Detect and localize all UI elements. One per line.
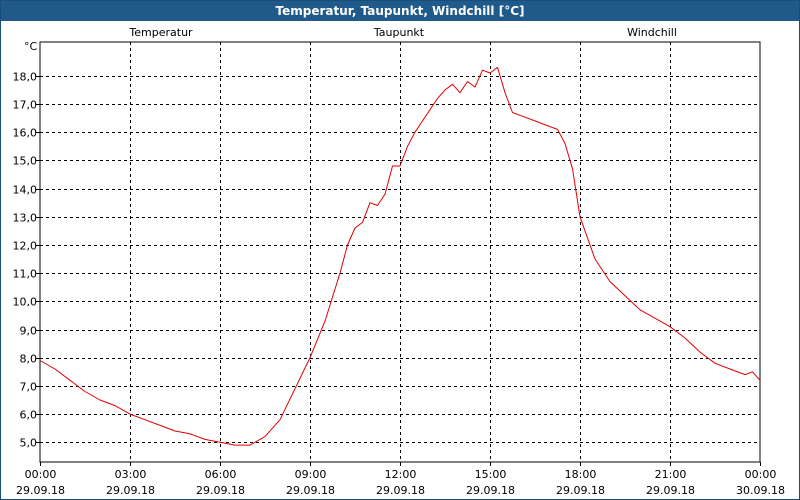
legend-temperatur: Temperatur <box>128 26 193 39</box>
x-tick-time: 00:00 <box>745 468 777 481</box>
x-tick-time: 00:00 <box>25 468 57 481</box>
y-tick-label: 14,0 <box>13 184 38 197</box>
y-tick-label: 17,0 <box>13 99 38 112</box>
y-tick-label: 8,0 <box>20 353 38 366</box>
series-line-temperatur <box>39 66 761 446</box>
x-tick-date: 29.09.18 <box>286 484 335 497</box>
x-tick-time: 09:00 <box>295 468 327 481</box>
y-tick-label: 13,0 <box>13 212 38 225</box>
series-layer <box>39 66 761 446</box>
legend-taupunkt: Taupunkt <box>373 26 425 39</box>
x-tick-date: 30.09.18 <box>736 484 785 497</box>
y-tick-label: 16,0 <box>13 127 38 140</box>
y-tick-label: 6,0 <box>20 409 38 422</box>
y-tick-label: 10,0 <box>13 296 38 309</box>
chart-title: Temperatur, Taupunkt, Windchill [°C] <box>1 1 799 21</box>
x-tick-date: 29.09.18 <box>376 484 425 497</box>
x-tick-time: 21:00 <box>655 468 687 481</box>
y-axis-unit: °C <box>24 40 38 53</box>
y-tick-label: 11,0 <box>13 268 38 281</box>
grid-lines <box>40 42 760 462</box>
x-tick-date: 29.09.18 <box>556 484 605 497</box>
x-tick-time: 03:00 <box>115 468 147 481</box>
x-tick-date: 29.09.18 <box>196 484 245 497</box>
y-tick-label: 18,0 <box>13 71 38 84</box>
x-axis-ticks: 00:00 29.09.18 03:00 29.09.18 06:00 29.09.18 0… <box>16 462 785 497</box>
x-tick-date: 29.09.18 <box>106 484 155 497</box>
x-tick-date: 29.09.18 <box>16 484 65 497</box>
x-tick-date: 29.09.18 <box>646 484 695 497</box>
y-tick-label: 5,0 <box>20 437 38 450</box>
x-tick-time: 12:00 <box>385 468 417 481</box>
x-tick-time: 18:00 <box>565 468 597 481</box>
y-tick-label: 12,0 <box>13 240 38 253</box>
x-tick-date: 29.09.18 <box>466 484 515 497</box>
legend-windchill: Windchill <box>627 26 677 39</box>
y-tick-label: 9,0 <box>20 325 38 338</box>
y-tick-label: 15,0 <box>13 155 38 168</box>
x-tick-time: 15:00 <box>475 468 507 481</box>
y-tick-label: 7,0 <box>20 381 38 394</box>
x-tick-time: 06:00 <box>205 468 237 481</box>
y-axis-ticks: 5,0 6,0 7,0 8,0 9,0 10,0 11,0 12,0 13,0 14,0 15,0 1… <box>13 71 40 450</box>
